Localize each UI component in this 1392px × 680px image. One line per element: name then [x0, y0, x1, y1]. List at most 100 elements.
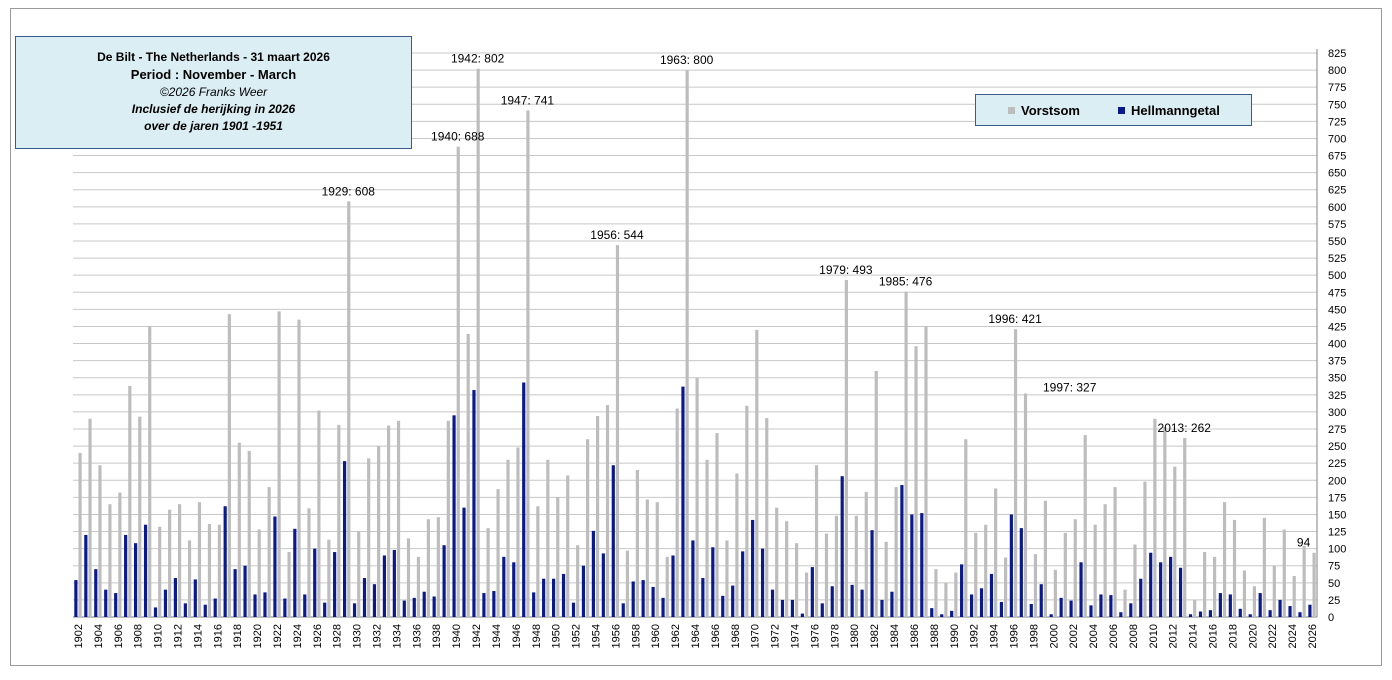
bar-hellmanngetal: [1039, 584, 1043, 617]
x-tick-label: 1982: [869, 624, 881, 648]
bar-hellmanngetal: [979, 588, 984, 617]
x-tick-label: 1946: [511, 624, 523, 648]
bar-vorstsom: [98, 465, 102, 617]
chart-frame: [10, 8, 1382, 666]
x-tick-label: 1938: [431, 624, 443, 648]
bar-vorstsom: [904, 291, 908, 617]
bar-hellmanngetal: [1089, 605, 1093, 617]
bar-hellmanngetal: [1119, 612, 1123, 617]
bar-vorstsom: [605, 405, 610, 617]
annotation-label: 1942: 802: [451, 52, 505, 66]
bar-vorstsom: [78, 452, 82, 617]
bar-vorstsom: [148, 326, 152, 617]
bar-vorstsom: [1123, 589, 1127, 617]
x-tick-label: 1994: [989, 624, 1001, 648]
bar-hellmanngetal: [591, 530, 595, 617]
bar-vorstsom: [994, 488, 998, 617]
annotation-label: 94: [1297, 536, 1311, 550]
bar-hellmanngetal: [233, 569, 237, 617]
bar-hellmanngetal: [313, 548, 317, 617]
bar-hellmanngetal: [1109, 595, 1113, 617]
x-tick-label: 2026: [1307, 624, 1319, 648]
bar-vorstsom: [197, 502, 202, 617]
y-tick-label: 725: [1328, 116, 1346, 128]
bar-hellmanngetal: [800, 613, 804, 617]
bar-vorstsom: [1163, 426, 1167, 617]
bar-vorstsom: [108, 504, 112, 617]
bar-vorstsom: [824, 533, 829, 617]
x-tick-label: 1904: [93, 624, 105, 648]
bar-vorstsom: [934, 569, 938, 617]
bars: [74, 68, 1316, 618]
bar-hellmanngetal: [940, 614, 944, 617]
bar-hellmanngetal: [143, 524, 148, 617]
bar-vorstsom: [168, 509, 172, 617]
bar-vorstsom: [257, 529, 261, 617]
x-tick-label: 1974: [790, 624, 802, 648]
bar-vorstsom: [227, 314, 231, 617]
bar-hellmanngetal: [930, 608, 934, 617]
bar-hellmanngetal: [1228, 594, 1232, 617]
bar-vorstsom: [1153, 418, 1157, 617]
y-tick-label: 550: [1328, 236, 1346, 248]
bar-vorstsom: [207, 524, 212, 617]
info-box: De Bilt - The Netherlands - 31 maart 202…: [15, 36, 412, 149]
y-tick-label: 175: [1328, 492, 1346, 504]
bar-hellmanngetal: [223, 506, 227, 617]
bar-hellmanngetal: [651, 586, 655, 617]
bar-hellmanngetal: [860, 589, 864, 617]
bar-hellmanngetal: [830, 586, 834, 617]
bar-hellmanngetal: [840, 476, 844, 617]
bar-hellmanngetal: [561, 573, 566, 617]
bar-hellmanngetal: [392, 550, 396, 617]
legend-swatch-hellmanngetal: [1118, 107, 1125, 114]
bar-hellmanngetal: [731, 585, 735, 617]
x-tick-label: 1958: [630, 624, 642, 648]
x-tick-label: 2004: [1088, 624, 1100, 648]
x-tick-label: 1928: [332, 624, 344, 648]
bar-hellmanngetal: [104, 589, 108, 617]
bar-vorstsom: [765, 418, 769, 617]
bar-hellmanngetal: [1188, 614, 1193, 617]
legend-item-hellmanngetal: Hellmanngetal: [1118, 103, 1220, 118]
bar-hellmanngetal: [1198, 611, 1203, 617]
bar-vorstsom: [695, 377, 699, 617]
bar-hellmanngetal: [1218, 593, 1222, 617]
bar-vorstsom: [1213, 556, 1217, 617]
bar-vorstsom: [307, 508, 311, 617]
info-period: Period : November - March: [130, 67, 297, 82]
bar-vorstsom: [795, 543, 799, 617]
bar-hellmanngetal: [153, 607, 158, 617]
bar-hellmanngetal: [94, 569, 98, 617]
bar-vorstsom: [804, 572, 809, 617]
x-tick-label: 1924: [292, 624, 304, 648]
bar-hellmanngetal: [333, 552, 337, 617]
bar-vorstsom: [277, 311, 281, 617]
legend-swatch-vorstsom: [1008, 107, 1015, 114]
bar-hellmanngetal: [492, 591, 496, 617]
x-tick-label: 1962: [670, 624, 682, 648]
bar-hellmanngetal: [124, 534, 128, 617]
x-tick-label: 2008: [1128, 624, 1140, 648]
bar-vorstsom: [446, 420, 450, 617]
legend-label-vorstsom: Vorstsom: [1021, 103, 1080, 118]
bar-vorstsom: [516, 447, 520, 617]
bar-vorstsom: [1083, 435, 1087, 617]
bar-hellmanngetal: [790, 599, 795, 617]
bar-hellmanngetal: [810, 567, 814, 617]
x-tick-label: 1920: [252, 624, 264, 648]
bar-vorstsom: [1143, 481, 1147, 617]
bar-vorstsom: [1183, 437, 1187, 617]
bar-hellmanngetal: [273, 516, 277, 617]
y-tick-label: 800: [1328, 65, 1346, 77]
bar-hellmanngetal: [741, 551, 745, 617]
y-tick-label: 575: [1328, 219, 1346, 231]
x-tick-label: 1966: [710, 624, 722, 648]
bar-hellmanngetal: [969, 594, 974, 617]
bar-hellmanngetal: [134, 543, 138, 617]
bar-hellmanngetal: [1099, 594, 1103, 617]
bar-vorstsom: [1073, 519, 1077, 617]
bar-vorstsom: [1173, 466, 1177, 617]
x-tick-label: 1936: [411, 624, 423, 648]
bar-hellmanngetal: [1079, 562, 1083, 617]
